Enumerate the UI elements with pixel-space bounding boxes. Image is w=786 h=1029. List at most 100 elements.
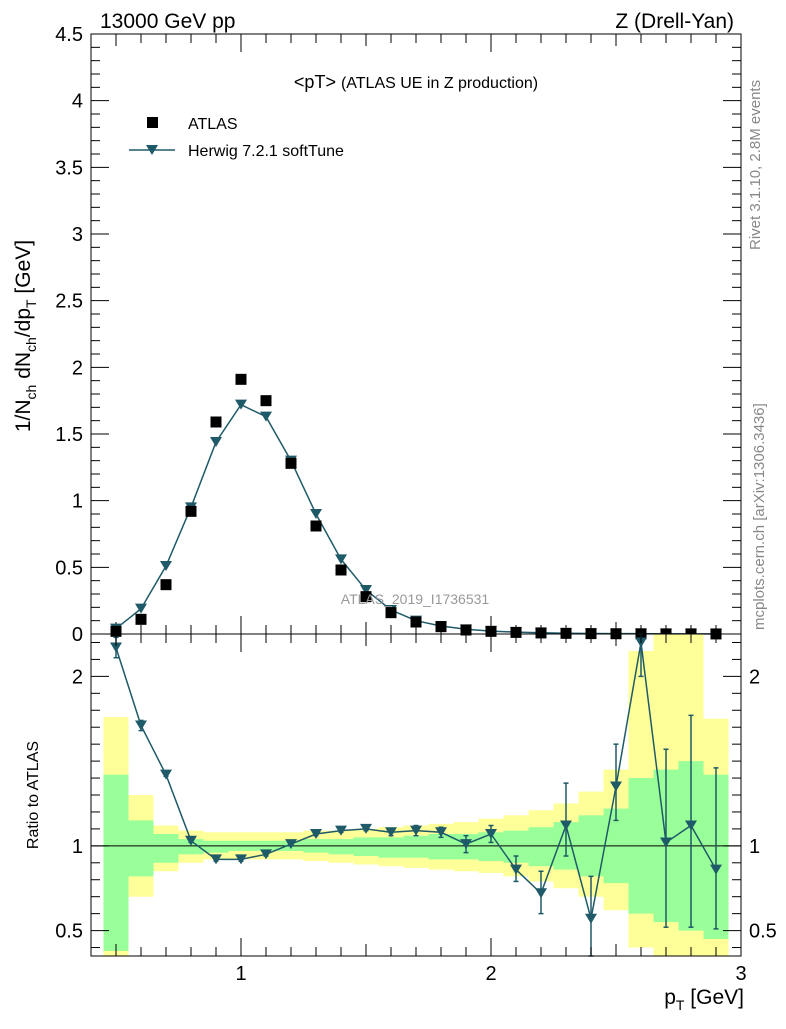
ratio-point (510, 864, 522, 875)
atlas-point (560, 627, 572, 639)
atlas-point (535, 627, 547, 639)
atlas-point (510, 626, 522, 638)
ratio-point (485, 828, 497, 839)
header-process-label: Z (Drell-Yan) (615, 10, 734, 33)
ratio-y-tick-label-right: 2 (749, 666, 760, 688)
header-energy-label: 13000 GeV pp (100, 10, 235, 33)
main-y-tick-label: 2 (72, 357, 83, 379)
ratio-point (535, 888, 547, 899)
band-stat (178, 839, 204, 855)
atlas-point (385, 607, 397, 619)
ratio-x-tick-label: 2 (485, 963, 496, 985)
atlas-point (185, 505, 197, 517)
ratio-series (110, 633, 722, 957)
legend: ATLAS Herwig 7.2.1 softTune (129, 116, 344, 160)
atlas-point (460, 624, 472, 636)
main-y-tick-label: 4.5 (55, 24, 83, 46)
ratio-y-tick-label-right: 0.5 (749, 921, 777, 943)
ratio-y-axis: 0.5 0.5 1 1 2 2 (55, 641, 777, 949)
ratio-panel: 0.5 0.5 1 1 2 2 1 2 3 Ratio to ATLAS pT [GeV] (25, 633, 777, 1013)
atlas-point (110, 625, 122, 637)
band-stat (403, 835, 429, 858)
ratio-point (585, 913, 597, 924)
ratio-y-axis-label: Ratio to ATLAS (25, 741, 42, 849)
ratio-point (335, 825, 347, 836)
main-y-tick-label: 4 (72, 91, 83, 113)
main-y-tick-label: 0 (72, 624, 83, 646)
atlas-point (310, 520, 322, 532)
atlas-point (435, 621, 447, 633)
main-y-tick-label: 2.5 (55, 291, 83, 313)
main-title: <pT> (ATLAS UE in Z production) (294, 72, 538, 92)
ratio-point (285, 839, 297, 850)
herwig-point (335, 554, 347, 565)
ratio-point (135, 720, 147, 731)
main-y-tick-label: 3.5 (55, 157, 83, 179)
band-stat (103, 774, 129, 951)
ratio-point (185, 835, 197, 846)
ratio-point (360, 823, 372, 834)
legend-marker-herwig (146, 145, 158, 155)
band-stat (353, 837, 379, 857)
ratio-point (660, 837, 672, 848)
atlas-point (135, 613, 147, 625)
main-y-tick-label: 3 (72, 224, 83, 246)
ratio-x-tick-label: 1 (235, 963, 246, 985)
atlas-point (160, 579, 172, 591)
atlas-point (210, 416, 222, 428)
ratio-point (210, 854, 222, 865)
ratio-point (610, 781, 622, 792)
herwig-point (235, 399, 247, 410)
ratio-point (310, 828, 322, 839)
ratio-point (710, 864, 722, 875)
band-stat (428, 833, 454, 860)
ratio-y-tick-label-right: 1 (749, 836, 760, 858)
ratio-point (685, 820, 697, 831)
ratio-point (385, 827, 397, 838)
ratio-y-tick-label: 0.5 (55, 921, 83, 943)
atlas-point (335, 564, 347, 576)
atlas-point (360, 591, 372, 603)
ratio-point (460, 839, 472, 850)
herwig-point (135, 603, 147, 614)
ratio-y-tick-label: 2 (72, 666, 83, 688)
legend-label-herwig: Herwig 7.2.1 softTune (188, 143, 344, 160)
main-panel: 0 0.5 1 1.5 2 2.5 3 3.5 4 4.5 <pT> (ATLAS UE in Z… (12, 24, 742, 646)
herwig-point (310, 509, 322, 519)
ratio-point (560, 820, 572, 831)
legend-marker-atlas (147, 117, 158, 128)
ratio-point (260, 849, 272, 860)
ratio-point (110, 642, 122, 653)
atlas-point (260, 395, 272, 407)
atlas-point (410, 616, 422, 628)
band-stat (328, 839, 354, 855)
ratio-point (435, 827, 447, 838)
atlas-point (235, 373, 247, 385)
mcplots-label: mcplots.cern.ch [arXiv:1306.3436] (751, 403, 768, 630)
herwig-point (260, 411, 272, 422)
ratio-point (235, 854, 247, 865)
ratio-x-axis: 1 2 3 (115, 634, 747, 985)
band-stat (128, 820, 154, 877)
atlas-point (285, 457, 297, 469)
main-y-axis-label: 1/Nch dNch/dpT [GeV] (12, 240, 39, 432)
ratio-y-tick-label: 1 (72, 836, 83, 858)
herwig-point (160, 561, 172, 571)
main-y-tick-label: 0.5 (55, 557, 83, 579)
main-y-axis: 0 0.5 1 1.5 2 2.5 3 3.5 4 4.5 (55, 24, 741, 646)
ratio-point (410, 825, 422, 836)
atlas-point (485, 625, 497, 637)
band-stat (528, 827, 554, 867)
rivet-version-label: Rivet 3.1.10, 2.8M events (747, 80, 764, 250)
main-y-tick-label: 1 (72, 491, 83, 513)
legend-label-atlas: ATLAS (188, 116, 238, 133)
band-stat (378, 837, 404, 858)
ratio-x-tick-label: 3 (735, 963, 746, 985)
main-y-tick-label: 1.5 (55, 424, 83, 446)
band-stat (153, 833, 179, 863)
band-stat (203, 840, 229, 853)
herwig-point (360, 585, 372, 595)
ratio-point (160, 769, 172, 780)
analysis-watermark: ATLAS_2019_I1736531 (341, 591, 490, 607)
